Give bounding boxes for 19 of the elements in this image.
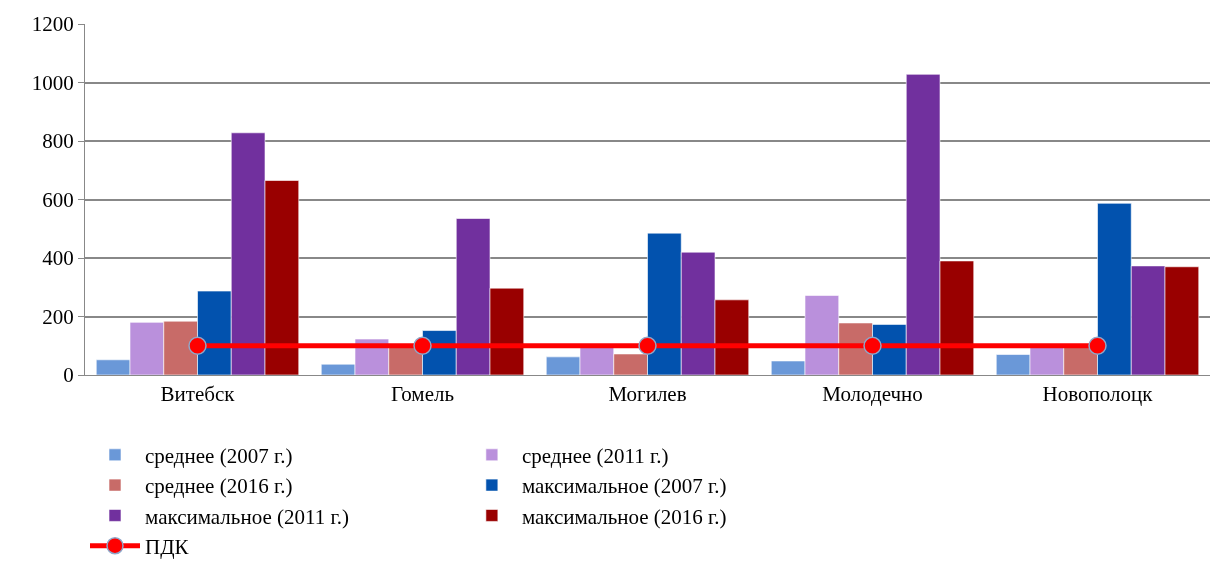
legend-label: среднее (2007 г.): [145, 444, 293, 469]
y-tick-label: 400: [42, 246, 74, 271]
y-tick-label: 600: [42, 187, 74, 212]
y-tick-label: 200: [42, 304, 74, 329]
x-tick-label: Могилев: [608, 382, 687, 407]
x-tick-label: Витебск: [160, 382, 236, 407]
x-tick-label: Молодечно: [822, 382, 923, 407]
legend-label: среднее (2016 г.): [145, 474, 293, 499]
legend-label: максимальное (2016 г.): [521, 504, 727, 529]
y-tick-label: 1000: [31, 70, 74, 95]
x-tick-label: Гомель: [390, 382, 455, 407]
y-tick-label: 800: [42, 129, 74, 154]
x-tick-label: Новополоцк: [1042, 382, 1154, 407]
legend-label: максимальное (2007 г.): [521, 474, 727, 499]
legend-label: ПДК: [145, 534, 190, 559]
y-tick-label: 1200: [31, 12, 74, 37]
y-tick-label: 0: [63, 363, 74, 388]
legend-label: среднее (2011 г.): [521, 444, 669, 469]
legend-label: максимальное (2011 г.): [145, 504, 349, 529]
